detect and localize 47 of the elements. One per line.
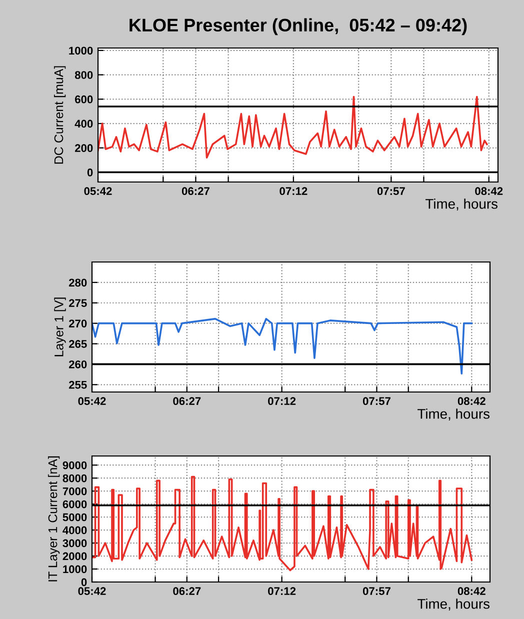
- y-tick-label: 7000: [62, 487, 87, 496]
- x-tick-label: 07:57: [362, 397, 390, 406]
- chart-title: KLOE Presenter (Online, 05:42 – 09:42): [130, 18, 467, 36]
- y-tick-label: 265: [68, 340, 87, 348]
- y-axis-title: DC Current [muA]: [54, 66, 66, 164]
- y-tick-label: 8000: [62, 474, 87, 482]
- y-axis-title: IT Layer 1 Current [nA]: [48, 456, 60, 582]
- y-tick-label: 1000: [69, 46, 93, 55]
- y-tick-label: 260: [68, 360, 87, 368]
- y-tick-label: 600: [75, 95, 93, 104]
- x-tick-label: 05:42: [78, 587, 106, 596]
- x-axis-title: Time, hours: [426, 198, 498, 210]
- x-tick-label: 06:27: [173, 397, 201, 406]
- x-tick-label: 08:42: [458, 397, 486, 406]
- x-tick-label: 05:42: [84, 187, 112, 196]
- x-tick-label: 08:42: [458, 587, 486, 596]
- y-tick-label: 9000: [62, 461, 87, 470]
- x-tick-label: 08:42: [475, 187, 503, 196]
- x-tick-label: 06:27: [173, 587, 201, 596]
- y-tick-label: 1000: [63, 565, 87, 574]
- y-tick-label: 3000: [62, 539, 87, 548]
- y-tick-label: 0: [87, 168, 93, 176]
- x-tick-label: 06:27: [182, 187, 210, 196]
- y-tick-label: 200: [74, 144, 93, 152]
- y-tick-label: 5000: [62, 513, 87, 522]
- x-tick-label: 07:12: [268, 587, 296, 596]
- y-tick-label: 0: [81, 578, 87, 586]
- x-axis-title: Time, hours: [418, 598, 490, 610]
- x-tick-label: 07:12: [268, 397, 296, 406]
- y-tick-label: 400: [74, 120, 93, 128]
- y-tick-label: 270: [68, 320, 87, 328]
- y-tick-label: 6000: [62, 500, 87, 508]
- y-axis-title: Layer 1 [V]: [54, 298, 66, 356]
- line-series: [98, 96, 488, 159]
- y-tick-label: 275: [68, 299, 87, 308]
- line-series: [92, 476, 473, 572]
- x-tick-label: 05:42: [78, 397, 106, 406]
- y-tick-label: 255: [68, 380, 87, 389]
- y-tick-label: 4000: [62, 526, 87, 534]
- x-tick-label: 07:12: [280, 187, 308, 196]
- y-tick-label: 2000: [62, 552, 87, 560]
- x-tick-label: 07:57: [362, 587, 390, 596]
- x-tick-label: 07:57: [377, 187, 405, 196]
- line-series: [92, 318, 473, 375]
- y-tick-label: 800: [74, 71, 93, 79]
- x-axis-title: Time, hours: [418, 408, 490, 420]
- y-tick-label: 280: [68, 278, 87, 287]
